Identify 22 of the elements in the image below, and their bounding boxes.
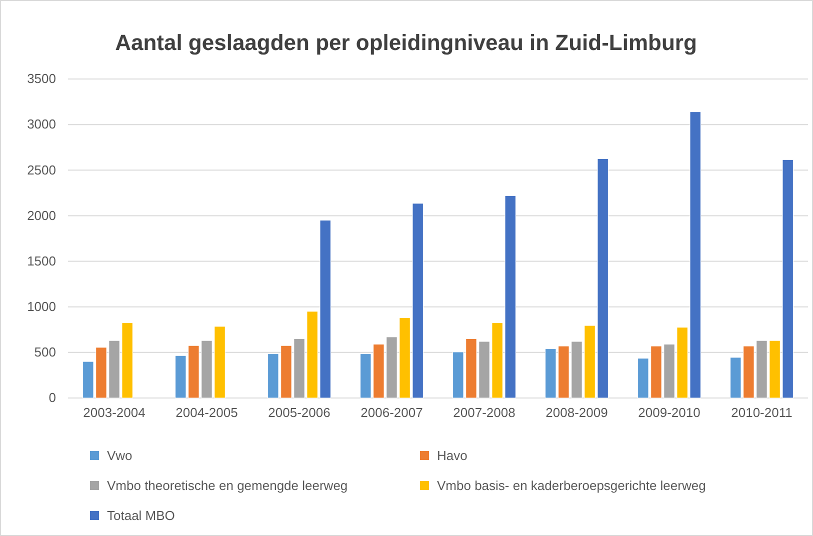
x-tick-label: 2008-2009 (546, 405, 608, 420)
x-tick-label: 2010-2011 (731, 405, 792, 420)
chart-title: Aantal geslaagden per opleidingniveau in Zuid-Limburg (115, 30, 697, 55)
x-tick-label: 2007-2008 (453, 405, 516, 420)
legend-label: Vmbo basis- en kaderberoepsgerichte leerweg (437, 478, 706, 493)
x-tick-label: 2009-2010 (638, 405, 700, 420)
legend-label: Totaal MBO (107, 508, 175, 523)
y-tick-label: 500 (34, 344, 56, 360)
y-tick-label: 1500 (27, 253, 56, 268)
legend-label: Havo (437, 448, 468, 463)
y-tick-label: 3500 (27, 71, 56, 86)
x-tick-label: 2004-2005 (176, 405, 238, 420)
legend-label: Vwo (107, 448, 132, 463)
y-tick-label: 0 (48, 390, 56, 406)
legend-label: Vmbo theoretische en gemengde leerweg (107, 478, 348, 493)
x-tick-label: 2005-2006 (268, 405, 330, 420)
y-tick-label: 3000 (27, 116, 56, 132)
y-tick-label: 2500 (27, 162, 56, 178)
x-tick-label: 2003-2004 (83, 405, 146, 420)
y-tick-label: 1000 (27, 299, 56, 314)
y-tick-label: 2000 (27, 208, 56, 223)
x-tick-label: 2006-2007 (360, 405, 423, 420)
